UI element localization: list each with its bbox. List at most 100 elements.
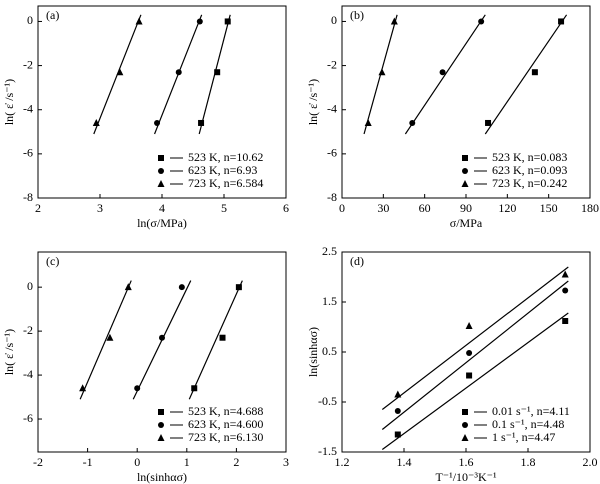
data-point: [531, 69, 538, 76]
legend-marker: [462, 168, 468, 174]
legend-marker: [462, 409, 468, 415]
plot-frame: [37, 251, 287, 453]
y-axis-title: ln(sinhασ): [306, 327, 320, 377]
legend-label: 623 K, n=4.600: [188, 417, 263, 431]
x-tick-label: 0: [134, 455, 140, 469]
data-point: [394, 408, 401, 414]
legend-label: 0.01 s⁻¹, n=4.11: [492, 404, 570, 418]
legend-label: 723 K, n=0.242: [492, 176, 567, 190]
data-point: [154, 119, 161, 126]
data-point: [214, 69, 221, 76]
x-tick-label: 4: [159, 201, 165, 215]
y-axis-title: ln( ε̇ /s⁻¹): [306, 79, 320, 125]
legend-label: 0.1 s⁻¹, n=4.48: [492, 417, 564, 431]
fit-line: [79, 280, 132, 400]
y-tick-label: -4: [23, 101, 33, 115]
data-point: [235, 284, 242, 291]
y-axis-title: ln( ε̇ /s⁻¹): [2, 329, 16, 375]
y-tick-label: -4: [23, 367, 33, 381]
panel-label: (c): [46, 254, 59, 268]
y-tick-label: -8: [327, 190, 337, 204]
legend-marker: [461, 180, 469, 187]
data-point: [219, 334, 226, 341]
x-tick-label: -1: [83, 455, 93, 469]
x-tick-label: 6: [283, 201, 289, 215]
data-point: [92, 118, 100, 126]
y-axis-title: ln( ε̇ /s⁻¹): [2, 79, 16, 125]
x-tick-label: 5: [221, 201, 227, 215]
fit-line: [404, 14, 486, 135]
data-point: [135, 17, 143, 25]
data-point: [134, 385, 141, 392]
y-tick-label: -4: [327, 101, 337, 115]
legend-marker: [462, 155, 468, 161]
legend-marker: [157, 180, 165, 187]
fit-line: [188, 280, 243, 400]
y-tick-label: -2: [23, 323, 33, 337]
data-point: [465, 322, 473, 329]
x-tick-label: 3: [97, 201, 103, 215]
data-point: [562, 318, 569, 324]
data-point: [394, 390, 402, 398]
legend-marker: [158, 409, 164, 415]
y-tick-label: -6: [23, 411, 33, 425]
data-point: [439, 69, 446, 76]
x-tick-label: 1.6: [459, 455, 474, 469]
data-point: [485, 119, 492, 126]
fit-line: [381, 266, 569, 410]
y-tick-label: -2: [327, 57, 337, 71]
data-point: [409, 119, 416, 126]
x-tick-label: 60: [419, 201, 431, 215]
legend-marker: [158, 168, 164, 174]
fit-line: [381, 280, 569, 430]
y-tick-label: -0.5: [318, 394, 337, 408]
x-tick-label: 3: [283, 455, 289, 469]
legend-label: 523 K, n=0.083: [492, 150, 567, 164]
data-point: [116, 68, 124, 76]
data-point: [178, 284, 185, 291]
data-point: [124, 283, 132, 291]
legend-marker: [158, 155, 164, 161]
data-point: [390, 17, 398, 25]
y-tick-label: -8: [23, 190, 33, 204]
fit-line: [484, 14, 568, 135]
data-point: [466, 350, 473, 356]
x-tick-label: 120: [498, 201, 516, 215]
legend-marker: [461, 434, 469, 441]
fit-line: [381, 312, 569, 450]
x-tick-label: -2: [33, 455, 43, 469]
x-tick-label: 180: [581, 201, 599, 215]
legend-marker: [462, 422, 468, 428]
data-point: [196, 18, 203, 25]
data-point: [106, 333, 114, 341]
legend-label: 623 K, n=0.093: [492, 163, 567, 177]
y-tick-label: 0: [27, 279, 33, 293]
legend-marker: [158, 422, 164, 428]
y-tick-label: 1.5: [322, 294, 337, 308]
data-point: [175, 69, 182, 76]
data-point: [198, 119, 205, 126]
data-point: [224, 18, 231, 25]
y-tick-label: 2.5: [322, 244, 337, 258]
data-point: [159, 334, 165, 341]
panel-label: (a): [46, 8, 59, 22]
data-point: [394, 431, 401, 438]
panel-label: (d): [350, 254, 364, 268]
y-tick-label: -6: [23, 146, 33, 160]
x-tick-label: 1: [184, 455, 190, 469]
y-tick-label: 0: [27, 13, 33, 27]
y-tick-label: 0.5: [322, 344, 337, 358]
x-axis-title: ln(sinhασ): [137, 470, 187, 484]
y-tick-label: -6: [327, 146, 337, 160]
x-tick-label: 30: [377, 201, 389, 215]
data-point: [561, 270, 569, 278]
x-axis-title: σ/MPa: [450, 216, 483, 230]
legend-label: 723 K, n=6.130: [188, 430, 263, 444]
data-point: [378, 68, 386, 76]
x-tick-label: 1.2: [335, 455, 350, 469]
data-point: [562, 287, 569, 294]
x-tick-label: 1.4: [397, 455, 412, 469]
y-tick-label: -1.5: [318, 444, 337, 458]
legend-marker: [157, 434, 165, 441]
